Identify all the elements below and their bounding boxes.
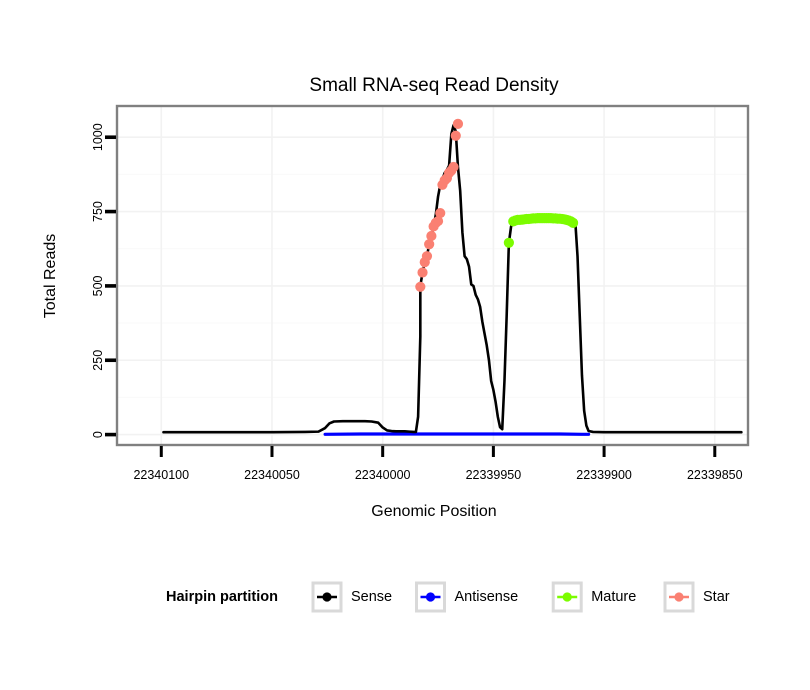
y-tick-label: 0 [91, 431, 105, 438]
data-point-mature [567, 217, 579, 228]
x-tick-label: 22340050 [244, 468, 300, 482]
data-series-layer [162, 118, 743, 436]
legend-item-sense[interactable]: Sense [311, 581, 392, 613]
legend-label-star: Star [703, 589, 730, 605]
y-tick-label: 250 [91, 350, 105, 371]
legend-item-mature[interactable]: Mature [551, 581, 636, 613]
y-axis: 0 250 500 750 1000 [91, 123, 116, 438]
series-mature [503, 213, 579, 248]
y-tick-label: 500 [91, 275, 105, 296]
data-point-star [448, 161, 459, 173]
data-point-star [424, 239, 435, 250]
x-tick-label: 22339850 [687, 468, 743, 482]
legend[interactable]: Hairpin partition Sense Antisense Mature Sta… [166, 581, 730, 613]
legend-item-star[interactable]: Star [663, 581, 730, 613]
x-tick-label: 22340000 [355, 468, 411, 482]
x-tick-label: 22339900 [576, 468, 632, 482]
legend-key-point-sense [322, 592, 332, 602]
x-axis: 22340100 22340050 22340000 22339950 22339900… [133, 446, 743, 482]
y-tick-label: 750 [91, 201, 105, 222]
data-point-star [421, 251, 433, 262]
data-point-star [450, 130, 461, 141]
data-point-star [415, 281, 426, 292]
data-point-star [435, 207, 446, 219]
y-tick-label: 1000 [91, 123, 105, 151]
x-tick-label: 22340100 [133, 468, 189, 482]
legend-label-mature: Mature [591, 589, 636, 605]
data-point-star [426, 230, 437, 242]
legend-key-point-star [674, 592, 684, 602]
chart-title: Small RNA-seq Read Density [309, 75, 559, 96]
legend-item-antisense[interactable]: Antisense [415, 581, 519, 613]
data-point-star [452, 118, 464, 129]
plot-panel-background [117, 106, 748, 445]
data-point-star [417, 267, 428, 278]
y-axis-label: Total Reads [42, 234, 59, 319]
gridlines [117, 106, 748, 445]
legend-key-point-mature [562, 592, 572, 602]
legend-label-antisense: Antisense [455, 589, 519, 605]
x-tick-label: 22339950 [466, 468, 522, 482]
data-point-star [432, 215, 444, 227]
legend-key-point-antisense [425, 592, 436, 602]
series-star [415, 118, 464, 292]
data-point-mature [503, 237, 514, 248]
legend-title: Hairpin partition [166, 589, 278, 605]
legend-label-sense: Sense [351, 589, 392, 605]
plot-panel-border [115, 104, 750, 447]
x-axis-label: Genomic Position [371, 503, 496, 520]
